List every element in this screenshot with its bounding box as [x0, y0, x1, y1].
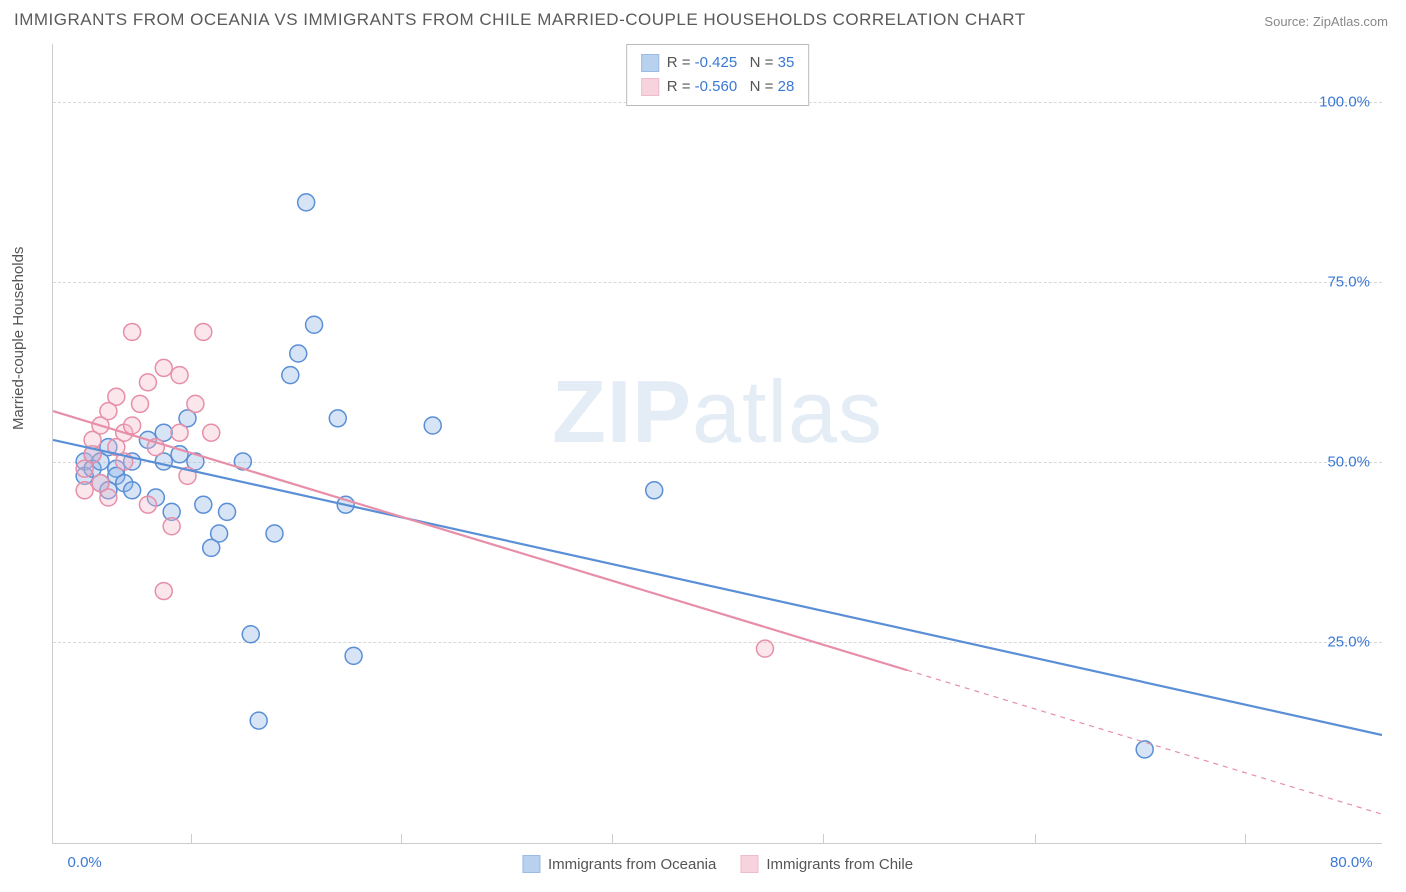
data-point — [155, 583, 172, 600]
data-point — [187, 395, 204, 412]
data-point — [195, 496, 212, 513]
data-point — [171, 424, 188, 441]
data-point — [195, 323, 212, 340]
data-point — [124, 482, 141, 499]
bottom-legend: Immigrants from Oceania Immigrants from C… — [522, 855, 913, 873]
data-point — [155, 359, 172, 376]
source-name: ZipAtlas.com — [1313, 14, 1388, 29]
stats-text: R = -0.560 N = 28 — [667, 75, 795, 99]
series-swatch — [641, 54, 659, 72]
source-attribution: Source: ZipAtlas.com — [1264, 14, 1388, 29]
regression-line — [53, 411, 907, 670]
data-point — [219, 503, 236, 520]
x-tick-label: 0.0% — [68, 854, 102, 871]
data-point — [171, 367, 188, 384]
data-point — [100, 489, 117, 506]
x-tick-label: 80.0% — [1330, 854, 1373, 871]
legend-label: Immigrants from Oceania — [548, 856, 716, 873]
data-point — [76, 482, 93, 499]
legend-item: Immigrants from Chile — [740, 855, 913, 873]
data-point — [211, 525, 228, 542]
source-label: Source: — [1264, 14, 1309, 29]
data-point — [298, 194, 315, 211]
data-point — [124, 323, 141, 340]
data-point — [250, 712, 267, 729]
data-point — [756, 640, 773, 657]
plot-area: ZIPatlas R = -0.425 N = 35R = -0.560 N =… — [52, 44, 1382, 844]
data-point — [282, 367, 299, 384]
data-point — [345, 647, 362, 664]
stats-legend-box: R = -0.425 N = 35R = -0.560 N = 28 — [626, 44, 810, 106]
data-point — [124, 417, 141, 434]
data-point — [139, 496, 156, 513]
data-point — [424, 417, 441, 434]
series-swatch — [641, 78, 659, 96]
series-swatch — [740, 855, 758, 873]
data-point — [646, 482, 663, 499]
chart-title: IMMIGRANTS FROM OCEANIA VS IMMIGRANTS FR… — [14, 10, 1026, 30]
data-point — [163, 518, 180, 535]
chart-svg — [53, 44, 1382, 843]
legend-item: Immigrants from Oceania — [522, 855, 716, 873]
stats-row: R = -0.425 N = 35 — [641, 51, 795, 75]
data-point — [290, 345, 307, 362]
legend-label: Immigrants from Chile — [766, 856, 913, 873]
data-point — [329, 410, 346, 427]
data-point — [242, 626, 259, 643]
regression-line — [53, 440, 1382, 735]
data-point — [132, 395, 149, 412]
data-point — [108, 388, 125, 405]
data-point — [266, 525, 283, 542]
stats-row: R = -0.560 N = 28 — [641, 75, 795, 99]
data-point — [139, 374, 156, 391]
data-point — [203, 424, 220, 441]
data-point — [306, 316, 323, 333]
chart-container: IMMIGRANTS FROM OCEANIA VS IMMIGRANTS FR… — [0, 0, 1406, 892]
stats-text: R = -0.425 N = 35 — [667, 51, 795, 75]
series-swatch — [522, 855, 540, 873]
